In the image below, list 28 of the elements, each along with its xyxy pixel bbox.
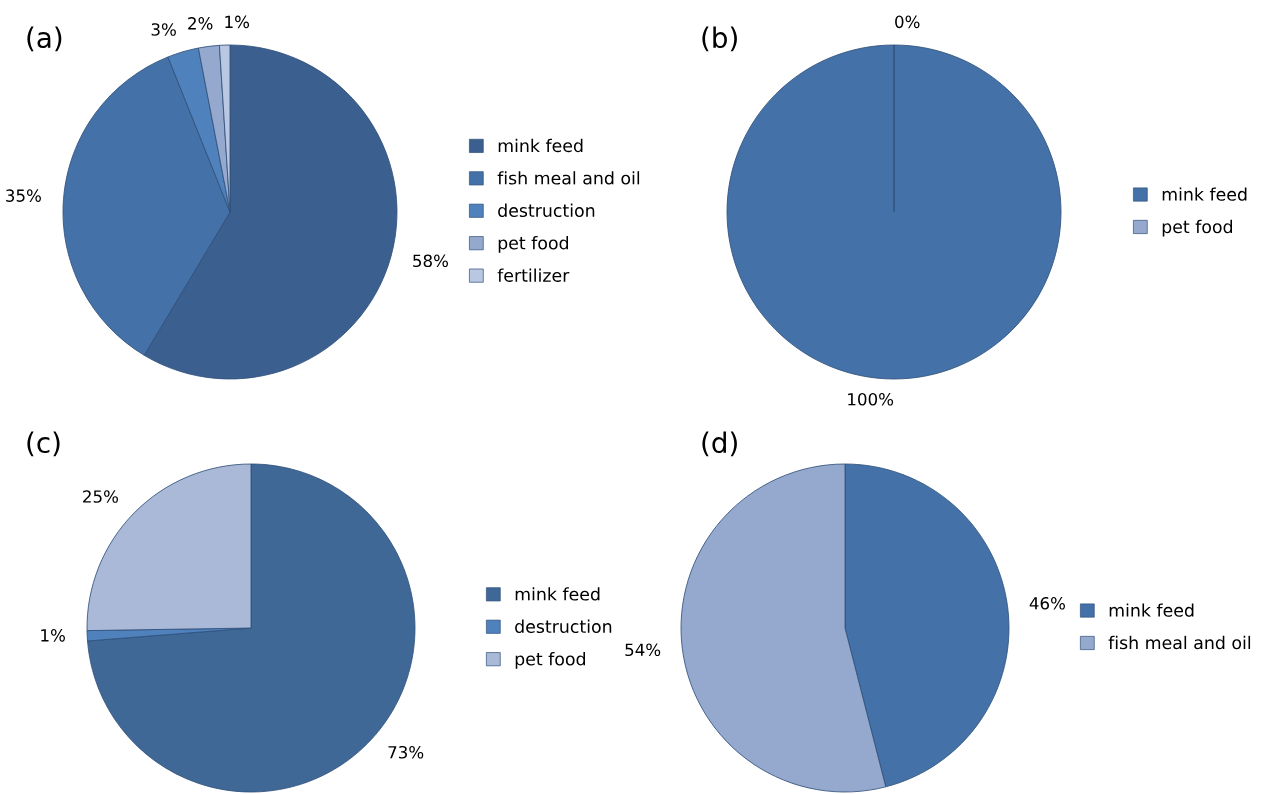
legend-label: fertilizer [497, 268, 570, 282]
data-label: 46% [1029, 597, 1065, 610]
legend-label: destruction [498, 203, 595, 218]
data-label: 25% [83, 490, 118, 503]
legend-label: fish meal and oil [1108, 635, 1251, 650]
legend-label: fish meal and oil [497, 171, 640, 185]
data-label: 54% [625, 643, 661, 657]
text: 0% [895, 15, 920, 29]
chart-title: (c) [27, 431, 60, 457]
data-label: 3% [151, 23, 176, 36]
legend-label: pet food [1162, 219, 1233, 237]
data-label: 1% [41, 629, 65, 642]
legend-label: mink feed [515, 587, 600, 601]
data-label: 1% [225, 15, 250, 29]
data-label: 58% [413, 254, 449, 268]
data-label: 35% [6, 189, 41, 202]
legend-label: mink feed [498, 138, 583, 153]
data-label: 73% [388, 745, 424, 759]
chart-title: (b) [702, 26, 737, 52]
legend-label: pet food [498, 236, 569, 253]
chart-title: (a) [27, 26, 62, 52]
legend-label: mink feed [1162, 187, 1247, 201]
data-label: 100% [848, 392, 894, 406]
legend-label: pet food [515, 652, 585, 669]
chart-title: (d) [702, 431, 737, 457]
legend-label: destruction [515, 619, 612, 634]
legend-label: mink feed [1109, 603, 1194, 617]
data-label: 2% [188, 17, 213, 30]
